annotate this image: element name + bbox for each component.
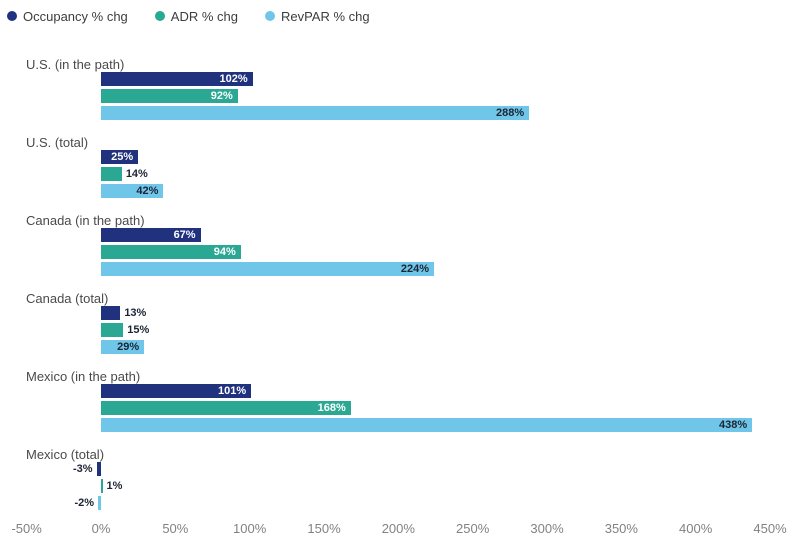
legend-item-1: ADR % chg bbox=[154, 8, 238, 24]
bar-occupancy-2 bbox=[101, 228, 201, 242]
bar-occupancy-0 bbox=[101, 72, 253, 86]
bar-value-label: 1% bbox=[106, 480, 123, 492]
bar-value-label: 168% bbox=[317, 402, 346, 414]
x-axis-tick-label: 200% bbox=[381, 521, 415, 536]
category-label: Mexico (total) bbox=[26, 447, 105, 462]
bar-value-label: 224% bbox=[400, 263, 430, 275]
bar-value-label: 288% bbox=[496, 107, 525, 119]
legend-item-0: Occupancy % chg bbox=[7, 9, 128, 24]
x-axis-tick-label: 100% bbox=[233, 521, 267, 536]
bar-value-label: 92% bbox=[210, 90, 233, 102]
legend-label: RevPAR % chg bbox=[280, 8, 370, 24]
bar-value-label: -3% bbox=[72, 463, 93, 475]
x-axis-tick-label: 300% bbox=[530, 521, 564, 536]
category-label: U.S. (in the path) bbox=[26, 57, 125, 72]
legend-dot-icon bbox=[7, 11, 17, 21]
legend: Occupancy % chg ADR % chg RevPAR % chg bbox=[7, 7, 397, 25]
bar-value-label: 102% bbox=[219, 73, 248, 85]
bar-value-label: 67% bbox=[173, 229, 196, 241]
x-axis-tick-label: 450% bbox=[753, 521, 787, 536]
legend-label: ADR % chg bbox=[170, 8, 238, 24]
bar-adr-4 bbox=[101, 401, 351, 415]
legend-item-2: RevPAR % chg bbox=[264, 8, 370, 24]
bar-adr-0 bbox=[101, 89, 238, 103]
bar-revpar-1 bbox=[101, 184, 164, 198]
x-axis-tick-label: 50% bbox=[162, 521, 189, 536]
bar-occupancy-3 bbox=[101, 306, 121, 320]
bar-value-label: 25% bbox=[111, 151, 134, 163]
x-axis-tick-label: 0% bbox=[91, 521, 111, 536]
bar-occupancy-4 bbox=[101, 384, 252, 398]
legend-dot-icon bbox=[154, 11, 165, 21]
x-axis-tick-label: 350% bbox=[604, 521, 638, 536]
bar-revpar-2 bbox=[101, 262, 435, 276]
bar-value-label: 29% bbox=[117, 341, 140, 353]
category-label: Canada (total) bbox=[26, 291, 109, 306]
legend-dot-icon bbox=[264, 11, 275, 21]
bar-value-label: 101% bbox=[218, 385, 247, 397]
bar-adr-1 bbox=[101, 167, 122, 181]
bar-value-label: 94% bbox=[213, 246, 236, 258]
legend-label: Occupancy % chg bbox=[23, 8, 128, 24]
category-label: U.S. (total) bbox=[26, 135, 89, 150]
bar-value-label: 13% bbox=[124, 307, 147, 319]
category-label: Canada (in the path) bbox=[26, 213, 145, 228]
bar-value-label: 438% bbox=[719, 419, 748, 431]
bar-value-label: 42% bbox=[136, 185, 159, 197]
bar-adr-5 bbox=[101, 479, 103, 493]
bar-revpar-5 bbox=[98, 496, 101, 510]
bar-revpar-3 bbox=[101, 340, 145, 354]
x-axis-tick-label: 150% bbox=[307, 521, 341, 536]
x-axis-tick-label: -50% bbox=[11, 521, 42, 536]
x-axis-tick-label: 400% bbox=[679, 521, 713, 536]
bar-adr-2 bbox=[101, 245, 241, 259]
bar-revpar-0 bbox=[101, 106, 530, 120]
bar-value-label: -2% bbox=[74, 497, 95, 509]
bar-occupancy-5 bbox=[96, 462, 101, 476]
x-axis-tick-label: 250% bbox=[456, 521, 490, 536]
bar-adr-3 bbox=[101, 323, 124, 337]
bar-value-label: 15% bbox=[127, 324, 150, 336]
bar-value-label: 14% bbox=[125, 168, 148, 180]
bar-occupancy-1 bbox=[101, 150, 139, 164]
bar-revpar-4 bbox=[101, 418, 753, 432]
category-label: Mexico (in the path) bbox=[26, 369, 141, 384]
